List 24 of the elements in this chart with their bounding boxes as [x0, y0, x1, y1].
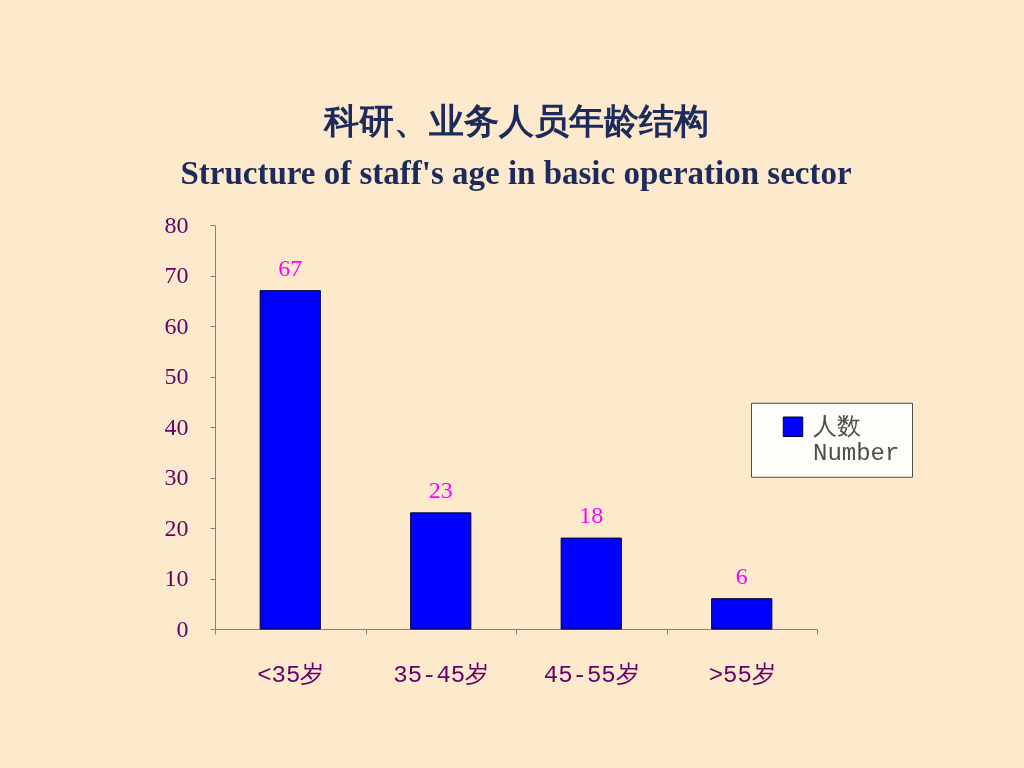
legend-label: 人数 Number — [813, 413, 900, 467]
y-tick-label: 0 — [176, 615, 189, 642]
bar — [410, 512, 472, 630]
y-tick-label: 80 — [164, 211, 189, 238]
y-tick-label: 10 — [164, 565, 189, 591]
bar — [711, 598, 773, 630]
data-label: 67 — [278, 254, 303, 281]
y-tick-label: 60 — [164, 312, 189, 339]
y-tick-label: 20 — [164, 514, 189, 541]
y-tick-label: 40 — [164, 413, 189, 440]
chart-title: 科研、业务人员年龄结构 — [322, 101, 709, 141]
y-tick-label: 70 — [164, 262, 189, 288]
bar — [560, 537, 622, 630]
y-tick-label: 30 — [164, 464, 189, 490]
data-label: 18 — [579, 502, 604, 529]
x-tick-label: 35-45岁 — [393, 661, 490, 689]
data-label: 6 — [735, 562, 748, 589]
data-label: 23 — [428, 476, 453, 503]
y-tick-label: 50 — [164, 363, 189, 389]
x-tick-label: >55岁 — [708, 661, 776, 689]
x-tick-label: 45-55岁 — [543, 661, 640, 689]
x-tick-label: <35岁 — [257, 661, 325, 689]
chart-subtitle: Structure of staff's age in basic operation sector — [180, 155, 852, 191]
bar — [259, 290, 321, 630]
